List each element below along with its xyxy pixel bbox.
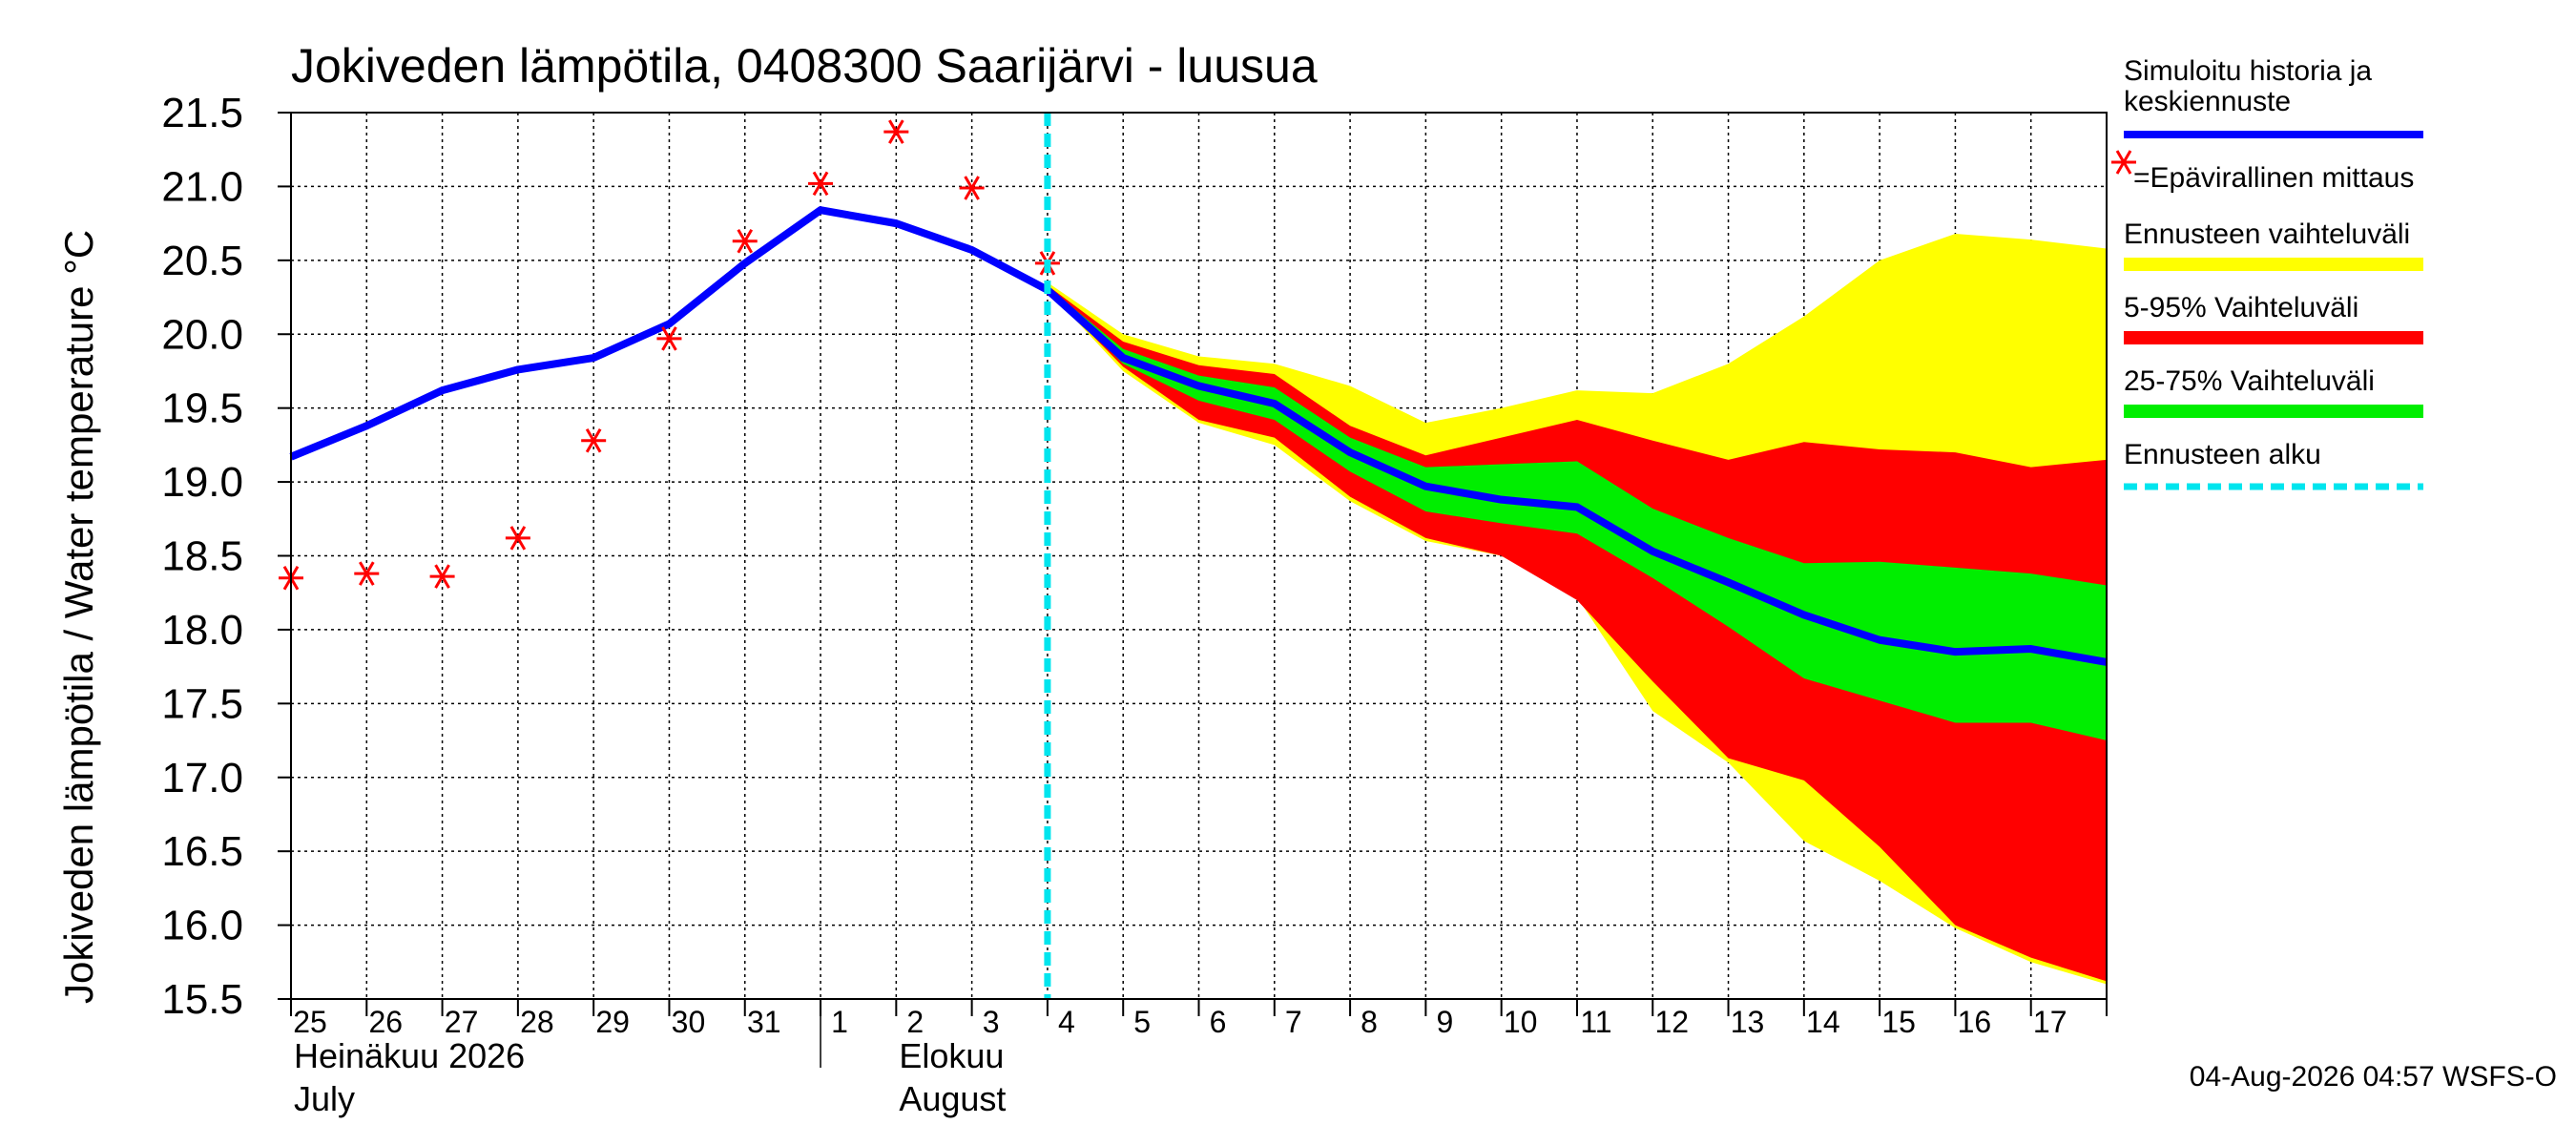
x-day-label: 31 [747,1005,781,1039]
x-day-label: 15 [1881,1005,1916,1039]
legend-range-full-swatch [2124,258,2423,271]
y-tick-label: 17.0 [161,755,243,802]
x-day-label: 16 [1958,1005,1992,1039]
legend-median-label-1: Simuloitu historia ja [2124,55,2372,87]
legend-median-label-2: keskiennuste [2124,86,2291,117]
month-label-fi: Heinäkuu 2026 [294,1036,525,1075]
band-5-95 [1047,285,2107,982]
x-day-label: 8 [1361,1005,1378,1039]
legend-range-5-95-label: 5-95% Vaihteluväli [2124,292,2358,323]
month-label-fi: Elokuu [899,1036,1004,1075]
legend-range-25-75-swatch [2124,405,2423,418]
legend-range-full-label: Ennusteen vaihteluväli [2124,219,2410,250]
y-tick-label: 21.0 [161,163,243,210]
y-tick-label: 19.5 [161,385,243,432]
median-line [289,206,2108,666]
x-day-label: 12 [1654,1005,1689,1039]
month-label-en: August [899,1079,1006,1118]
x-day-label: 10 [1504,1005,1538,1039]
x-day-label: 5 [1133,1005,1151,1039]
chart-title: Jokiveden lämpötila, 0408300 Saarijärvi … [291,39,1318,93]
legend-observed-marker [2111,150,2136,175]
observations-group [279,119,1060,591]
month-label-en: July [294,1079,355,1118]
observation-point [429,564,455,589]
y-tick-label: 16.5 [161,828,243,875]
observation-point [883,119,909,144]
observation-point [959,176,985,200]
y-axis-label: Jokiveden lämpötila / Water temperature … [56,230,101,1004]
footer-timestamp: 04-Aug-2026 04:57 WSFS-O [2190,1061,2557,1093]
observation-point [581,427,607,453]
x-day-label: 26 [368,1005,403,1039]
observation-point [505,526,530,551]
x-day-label: 25 [293,1005,327,1039]
x-day-label: 28 [520,1005,554,1039]
x-day-label: 1 [831,1005,848,1039]
y-tick-label: 15.5 [161,976,243,1023]
legend: Simuloitu historia ja keskiennuste =Epäv… [2111,55,2423,490]
median-line-group [289,206,2108,666]
x-day-label: 13 [1731,1005,1765,1039]
y-tick-label: 20.5 [161,238,243,284]
x-day-label: 2 [906,1005,924,1039]
y-tick-label: 17.5 [161,680,243,727]
x-day-label: 17 [2033,1005,2067,1039]
x-day-label: 14 [1806,1005,1840,1039]
y-tick-label: 20.0 [161,311,243,358]
observation-point [354,561,380,586]
x-day-label: 11 [1580,1005,1611,1039]
x-day-label: 29 [595,1005,630,1039]
x-day-label: 9 [1436,1005,1453,1039]
legend-observed-label: =Epävirallinen mittaus [2133,162,2414,194]
y-tick-label: 19.0 [161,459,243,506]
x-day-label: 3 [983,1005,1000,1039]
x-day-label: 30 [672,1005,706,1039]
x-day-label: 4 [1058,1005,1075,1039]
x-day-label: 7 [1285,1005,1302,1039]
x-day-label: 6 [1210,1005,1227,1039]
observation-point [656,326,682,351]
axes: 15.5 16.0 16.5 17.0 17.5 18.0 18.5 19.0 19.5 20.0… [161,90,2108,1118]
y-tick-label: 21.5 [161,90,243,136]
x-day-label: 27 [445,1005,479,1039]
y-tick-label: 18.5 [161,533,243,580]
y-tick-label: 16.0 [161,903,243,949]
y-tick-label: 18.0 [161,607,243,654]
legend-forecast-start-label: Ennusteen alku [2124,439,2321,470]
legend-range-25-75-label: 25-75% Vaihteluväli [2124,365,2375,397]
observation-point [808,171,834,197]
legend-range-5-95-swatch [2124,331,2423,344]
observation-point [732,228,758,254]
